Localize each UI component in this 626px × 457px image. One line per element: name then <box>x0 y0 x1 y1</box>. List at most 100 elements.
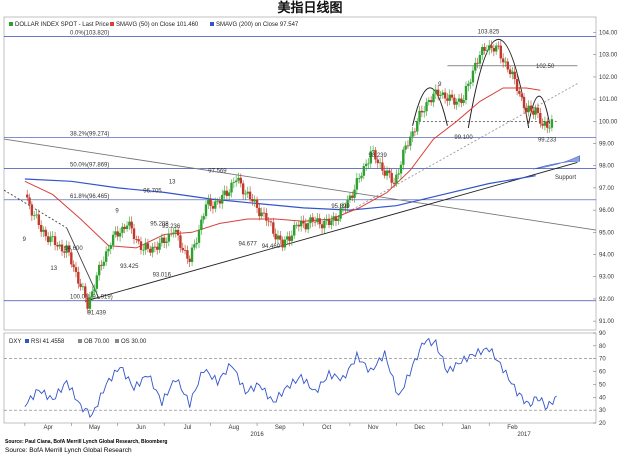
candle-body <box>84 286 87 298</box>
rsi-line <box>24 337 557 419</box>
resistance-label: 102.50 <box>536 64 555 70</box>
candle-body <box>522 96 526 108</box>
y-tick-label: 96.00 <box>599 208 615 214</box>
short-dotted-trend <box>3 189 67 229</box>
price-point-label: 95.208 <box>150 222 169 228</box>
candle-body <box>230 182 233 193</box>
candle-body <box>446 98 449 101</box>
candle-body <box>156 246 159 250</box>
x-tick-label: Apr <box>43 425 52 431</box>
price-point-label: 94.677 <box>238 242 257 248</box>
candle-body <box>79 283 82 287</box>
candle-body <box>251 199 254 202</box>
candle-body <box>72 264 75 268</box>
candle-body <box>123 226 126 229</box>
candle-body <box>383 170 386 176</box>
rsi-legend: DXY RSI 41.4558 OB 70.00 OS 30.00 <box>9 339 147 345</box>
candle-body <box>255 199 259 208</box>
candle-body <box>534 107 537 115</box>
x-tick-label: Nov <box>368 425 379 431</box>
candle-body <box>406 145 410 147</box>
candle-body <box>42 229 45 232</box>
candle-body <box>532 110 535 115</box>
candle-body <box>244 193 247 195</box>
count-label: 9 <box>115 208 119 214</box>
price-panel <box>3 16 597 331</box>
candle-body <box>269 221 273 223</box>
candle-body <box>476 62 479 64</box>
candle-body <box>323 220 326 229</box>
candle-body <box>332 216 335 221</box>
candle-body <box>283 239 287 248</box>
candle-body <box>93 288 96 292</box>
candle-body <box>434 89 438 94</box>
candle-body <box>158 242 161 250</box>
candle-body <box>441 92 444 95</box>
candle-body <box>355 178 359 190</box>
candle-body <box>109 245 112 249</box>
year-label: 2017 <box>517 432 531 438</box>
candle-body <box>267 220 270 222</box>
candle-body <box>453 97 456 105</box>
candle-body <box>460 98 463 103</box>
candle-body <box>218 200 222 204</box>
year-label: 2016 <box>250 432 264 438</box>
candle-body <box>455 101 458 105</box>
candle-body <box>258 207 261 217</box>
candle-body <box>216 200 219 202</box>
candle-body <box>360 175 363 179</box>
candle-body <box>30 204 34 216</box>
candle-body <box>53 236 57 246</box>
candle-body <box>70 252 73 265</box>
y-tick-label: 92.00 <box>599 297 615 303</box>
fib-level-label: 38.2%(99.274) <box>70 131 109 137</box>
candle-body <box>457 98 461 102</box>
os-swatch <box>115 339 119 343</box>
y-tick-label: 99.00 <box>599 142 615 148</box>
candle-body <box>346 199 349 208</box>
x-tick-label: Aug <box>228 425 239 431</box>
candle-body <box>262 212 266 214</box>
candle-body <box>525 107 528 113</box>
fib-level-label: 100.0%(91.919) <box>70 295 113 301</box>
candle-body <box>49 236 52 243</box>
candle-body <box>241 183 245 195</box>
price-point-label: 94.600 <box>64 246 83 252</box>
chart-title: 美指日线图 <box>277 0 342 16</box>
price-point-label: 95.236 <box>162 224 181 230</box>
candle-body <box>462 100 465 103</box>
candle-body <box>202 216 205 220</box>
candle-body <box>253 199 256 202</box>
price-point-label: 99.100 <box>454 135 473 141</box>
candle-body <box>504 61 507 63</box>
candle-body <box>337 218 340 222</box>
candle-body <box>420 110 424 113</box>
candle-body <box>114 231 117 235</box>
candle-body <box>292 224 296 236</box>
upper-trendline-dotted <box>331 83 578 222</box>
candle-body <box>513 71 516 80</box>
legend: DOLLAR INDEX SPOT - Last Price SMAVG (50… <box>9 22 299 28</box>
y-tick-label: 95.00 <box>599 230 615 236</box>
ob-label: OB 70.00 <box>84 339 110 345</box>
candle-body <box>146 243 150 249</box>
candle-body <box>260 212 263 217</box>
candle-body <box>160 237 164 243</box>
rsi-value-label: RSI 41.4558 <box>31 339 65 345</box>
legend-sma50-label: SMAVG (50) on Close 101.460 <box>116 22 199 28</box>
candle-body <box>167 233 171 242</box>
candle-body <box>67 245 71 253</box>
candle-body <box>100 264 103 266</box>
candle-body <box>432 93 435 103</box>
candle-body <box>381 162 384 171</box>
y-tick-label: 103.00 <box>599 53 618 59</box>
candle-body <box>44 229 47 237</box>
candle-body <box>485 50 489 51</box>
count-label: 9 <box>438 82 442 88</box>
rsi-y-tick-label: 50 <box>599 382 606 388</box>
candle-body <box>186 250 189 259</box>
candle-body <box>225 190 229 196</box>
candle-body <box>232 182 236 183</box>
candle-body <box>320 224 324 229</box>
candle-body <box>116 231 119 237</box>
